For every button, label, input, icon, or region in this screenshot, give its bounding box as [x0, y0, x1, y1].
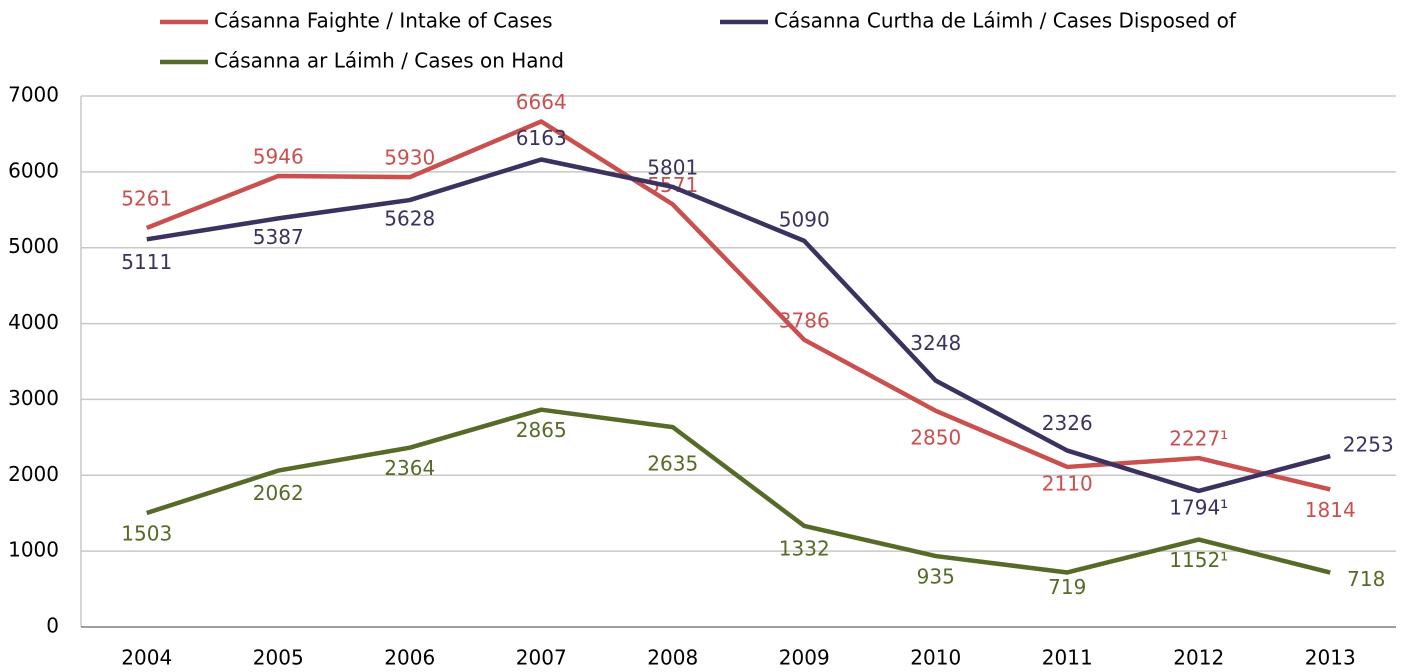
data-label: 1794¹ [1169, 495, 1228, 519]
data-label: 1332 [779, 536, 830, 560]
data-label: 718 [1347, 567, 1385, 591]
data-label: 5261 [121, 186, 172, 210]
y-tick-label: 4000 [8, 310, 59, 334]
data-label: 1814 [1305, 498, 1356, 522]
data-label: 5930 [384, 146, 435, 170]
data-label: 2865 [516, 418, 567, 442]
y-tick-label: 1000 [8, 538, 59, 562]
legend-label: Cásanna Faighte / Intake of Cases [214, 9, 553, 33]
data-label: 2062 [253, 481, 304, 505]
y-tick-label: 6000 [8, 158, 59, 182]
x-tick-label: 2006 [384, 646, 435, 669]
data-label: 2364 [384, 456, 435, 480]
y-tick-label: 2000 [8, 462, 59, 486]
x-tick-label: 2013 [1305, 646, 1356, 669]
legend-label: Cásanna Curtha de Láimh / Cases Disposed… [774, 9, 1237, 33]
data-label: 5801 [647, 155, 698, 179]
data-label: 5628 [384, 207, 435, 231]
series-line [145, 119, 1331, 492]
x-tick-label: 2012 [1173, 646, 1224, 669]
data-label: 2110 [1042, 471, 1093, 495]
x-tick-label: 2007 [516, 646, 567, 669]
data-label: 3248 [910, 331, 961, 355]
y-tick-label: 5000 [8, 234, 59, 258]
data-label: 1503 [121, 521, 172, 545]
y-tick-label: 7000 [8, 83, 59, 107]
series-line [146, 157, 1331, 494]
data-label: 2227¹ [1169, 427, 1228, 451]
data-label: 6664 [516, 90, 567, 114]
x-tick-label: 2005 [253, 646, 304, 669]
data-label: 5090 [779, 207, 830, 231]
data-label: 719 [1048, 575, 1086, 599]
data-label: 2326 [1042, 411, 1093, 435]
x-tick-label: 2011 [1042, 646, 1093, 669]
data-label: 5946 [253, 144, 304, 168]
legend-label: Cásanna ar Láimh / Cases on Hand [214, 49, 564, 73]
x-tick-label: 2009 [779, 646, 830, 669]
data-label: 6163 [516, 126, 567, 150]
data-label: 2635 [647, 452, 698, 476]
data-label: 1152¹ [1169, 548, 1228, 572]
data-label: 2850 [910, 425, 961, 449]
y-tick-label: 0 [46, 614, 59, 638]
x-tick-label: 2004 [121, 646, 172, 669]
data-label: 935 [917, 565, 955, 589]
data-label: 3786 [779, 308, 830, 332]
x-tick-label: 2010 [910, 646, 961, 669]
data-label: 2253 [1343, 433, 1394, 457]
data-label: 5111 [121, 250, 172, 274]
data-label: 5387 [253, 225, 304, 249]
x-tick-label: 2008 [647, 646, 698, 669]
series-line [146, 407, 1331, 575]
y-tick-label: 3000 [8, 386, 59, 410]
